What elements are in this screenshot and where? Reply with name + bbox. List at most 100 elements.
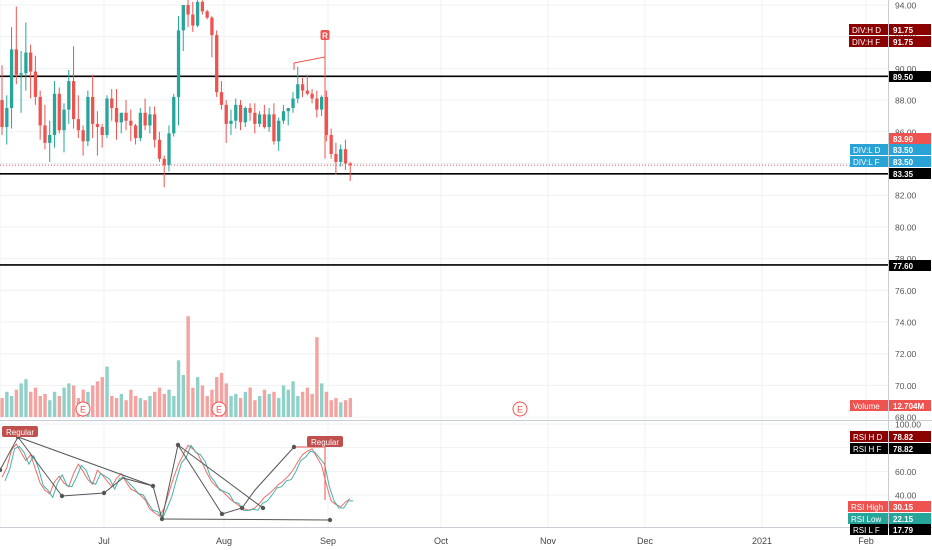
volume-bar <box>91 385 95 417</box>
price-tick-label: 88.00 <box>895 96 917 106</box>
label-name-box <box>848 513 888 524</box>
rsi-pane: Regular Regular <box>0 426 354 523</box>
candle-body <box>119 112 123 123</box>
price-scale-label: RSI H F 78.82 <box>850 443 931 454</box>
horizontal-levels[interactable] <box>0 75 888 266</box>
volume-bar <box>176 360 181 417</box>
volume-bar <box>229 396 233 417</box>
volume-bar <box>148 396 152 417</box>
volume-bar <box>305 387 310 417</box>
candle-body <box>281 111 286 121</box>
volume-bar <box>129 389 133 417</box>
label-name-box <box>850 524 888 535</box>
volume-bar <box>14 389 19 417</box>
candle-body <box>176 30 181 97</box>
volume-bar <box>281 385 286 417</box>
price-tick-label: 94.00 <box>895 1 917 11</box>
candle-body <box>305 90 309 94</box>
candle-body <box>343 149 348 164</box>
label-value-box <box>889 133 931 144</box>
candle-body <box>186 5 190 15</box>
candle-body <box>129 120 133 126</box>
volume-bar <box>29 391 33 417</box>
label-value-box <box>889 524 931 535</box>
rsi-pivot-dot <box>219 511 225 517</box>
regular-divergence-label: Regular <box>2 426 38 437</box>
volume-bar <box>105 366 109 417</box>
regular-label-box <box>307 436 343 447</box>
label-value-box <box>889 400 931 411</box>
volume-bar <box>257 396 262 417</box>
price-scale-label: RSI L F 17.79 <box>850 524 931 535</box>
label-value: 22.15 <box>893 515 914 524</box>
label-value: 12.704M <box>893 402 924 411</box>
price-scale-label: Volume 12.704M <box>850 400 931 411</box>
volume-bar <box>43 393 47 417</box>
earnings-label: E <box>216 405 222 415</box>
candlestick-series <box>0 0 352 188</box>
candle-body <box>315 98 319 110</box>
volume-bar <box>315 337 319 417</box>
candle-body <box>291 98 295 109</box>
candle-body <box>38 96 42 126</box>
candle-body <box>138 112 143 139</box>
earnings-marker: E <box>211 401 227 417</box>
candle-body <box>71 81 76 120</box>
candle-body <box>234 104 238 121</box>
rsi-tick-label: 60.00 <box>895 467 917 477</box>
volume-bar <box>172 396 176 417</box>
volume-bar <box>238 398 243 417</box>
volume-bar <box>191 387 195 417</box>
time-tick-label: Aug <box>216 536 232 546</box>
price-tick-label: 74.00 <box>895 318 917 328</box>
candle-body <box>210 17 214 36</box>
rsi-pivot-dot <box>175 442 181 448</box>
candle-body <box>91 96 95 124</box>
label-value-box <box>889 24 931 35</box>
label-value: 78.82 <box>893 433 914 442</box>
candle-body <box>172 96 176 134</box>
volume-bar <box>119 393 124 417</box>
candle-body <box>296 84 300 99</box>
volume-bar <box>162 393 166 417</box>
price-scale-label: DIV:L D 83.50 <box>850 144 931 155</box>
label-name-box <box>848 501 888 512</box>
label-value-box <box>889 144 931 155</box>
price-tick-label: 80.00 <box>895 222 917 232</box>
label-value-box <box>889 36 931 47</box>
rsi-pivot-dot <box>260 505 266 511</box>
candle-body <box>86 96 90 142</box>
volume-bar <box>234 393 238 417</box>
candle-body <box>29 52 33 72</box>
time-tick-label: Nov <box>540 536 557 546</box>
label-value: 91.75 <box>893 38 914 47</box>
rsi-pivot-dot <box>239 505 245 511</box>
price-scale-label: 77.60 <box>889 260 931 271</box>
volume-bar <box>19 383 23 417</box>
candle-body <box>248 108 252 113</box>
volume-bar <box>210 389 214 417</box>
candle-body <box>348 163 352 166</box>
candle-body <box>300 84 305 91</box>
label-name: DIV:H F <box>852 38 880 47</box>
label-value: 91.75 <box>893 26 914 35</box>
earnings-label: E <box>80 405 86 415</box>
price-scale-label: 83.35 <box>889 168 931 179</box>
price-tick-label: 90.00 <box>895 64 917 74</box>
candle-body <box>219 92 224 105</box>
candle-body <box>9 49 14 109</box>
volume-bar <box>24 379 28 417</box>
label-value-box <box>889 168 931 179</box>
candle-body <box>215 35 219 93</box>
volume-bar <box>143 400 147 417</box>
candle-body <box>195 1 200 26</box>
volume-bar <box>195 377 200 417</box>
volume-bar <box>296 396 300 417</box>
volume-bar <box>272 391 276 417</box>
volume-bar <box>310 393 314 417</box>
label-value-box <box>889 260 931 271</box>
label-name: DIV:H D <box>852 26 881 35</box>
regular-divergence-label: Regular <box>307 436 343 447</box>
volume-bar <box>153 391 157 417</box>
